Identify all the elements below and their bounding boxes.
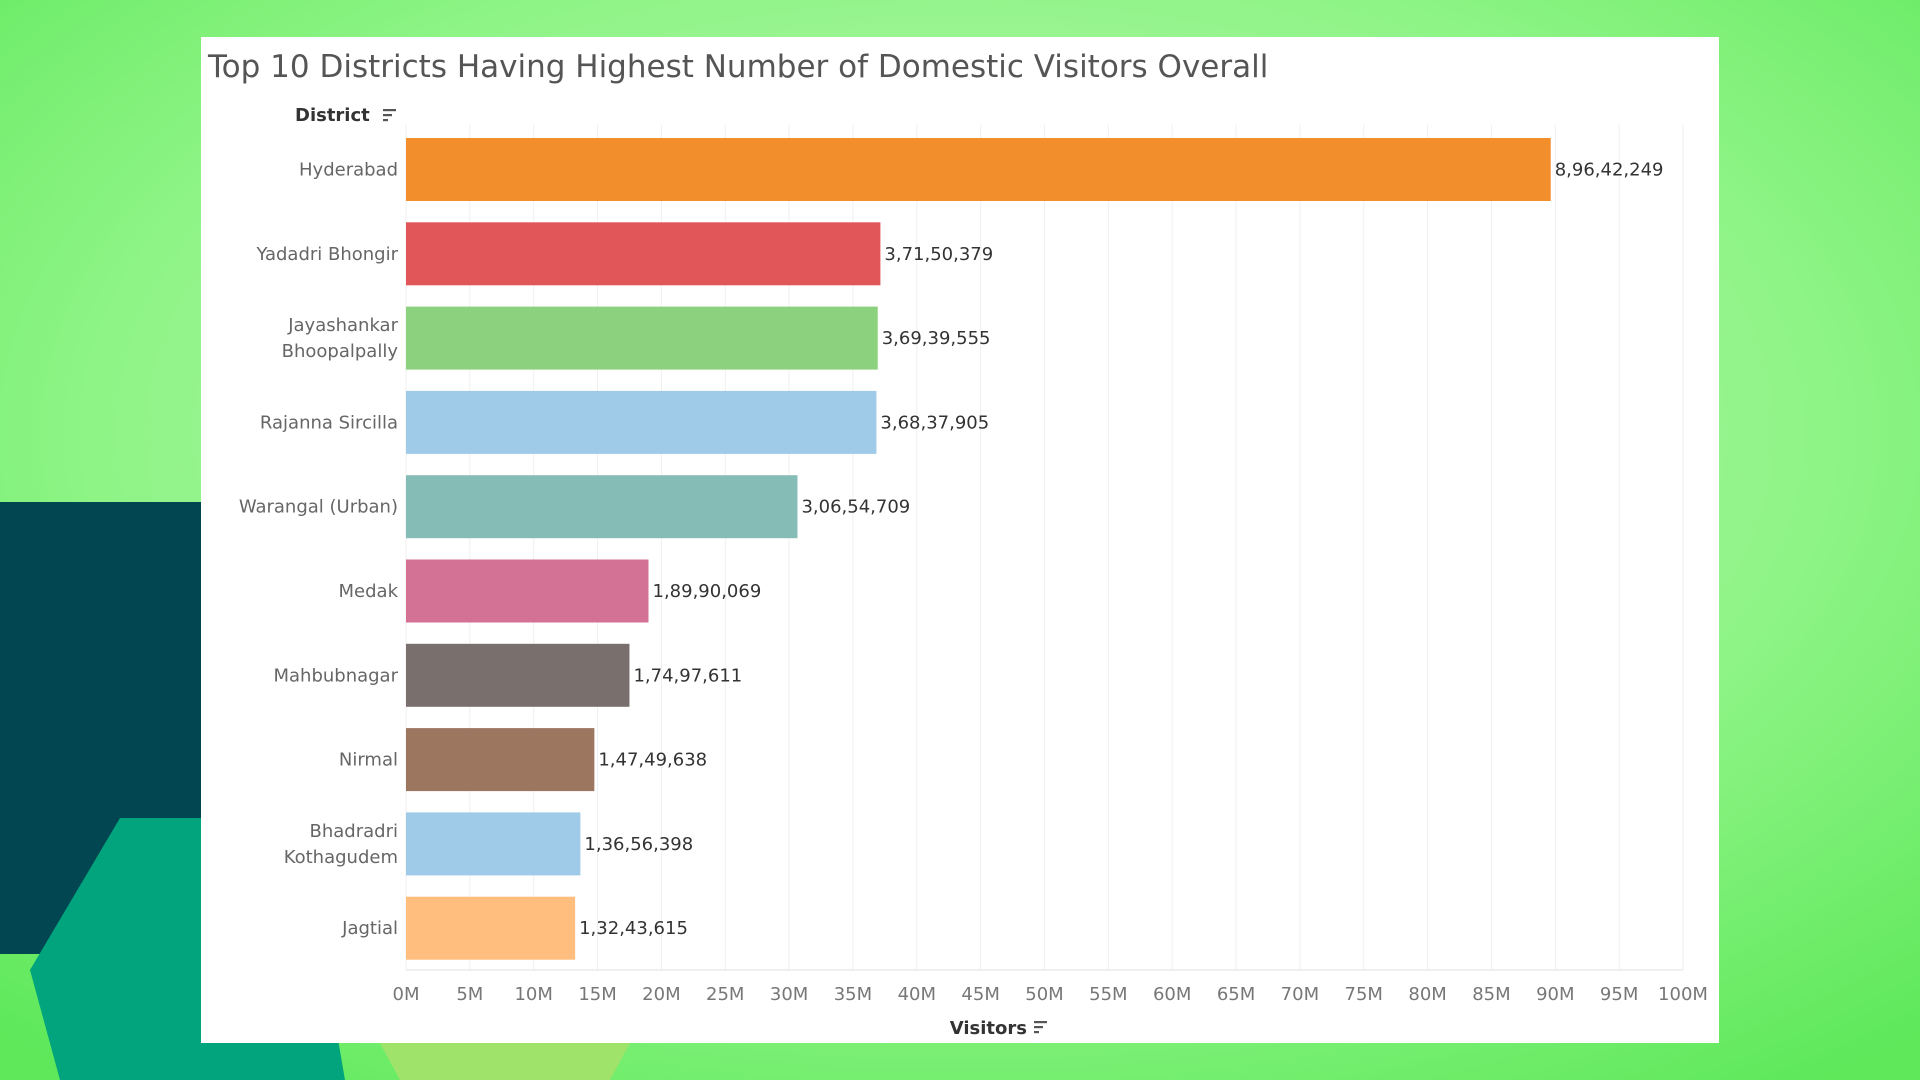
x-tick-label: 100M [1658,984,1708,1005]
bar[interactable] [406,728,595,792]
x-tick-label: 85M [1472,984,1510,1005]
bar[interactable] [406,222,881,286]
x-tick-label: 80M [1408,984,1446,1005]
sort-descending-icon[interactable] [383,109,396,122]
category-label: Jayashankar [287,315,398,336]
chart-card: Top 10 Districts Having Highest Number o… [201,37,1719,1043]
x-tick-label: 0M [393,984,420,1005]
data-label: 8,96,42,249 [1555,160,1664,181]
data-label: 1,36,56,398 [584,834,693,855]
data-label: 1,47,49,638 [598,750,707,771]
x-tick-label: 60M [1153,984,1191,1005]
bars [406,138,1551,960]
x-tick-label: 35M [834,984,872,1005]
x-tick-label: 55M [1089,984,1127,1005]
x-tick-label: 45M [961,984,999,1005]
category-label: Bhadradri [310,821,398,842]
data-label: 1,32,43,615 [579,918,688,939]
x-tick-label: 50M [1025,984,1063,1005]
bar[interactable] [406,306,878,370]
data-labels: 8,96,42,249 3,71,50,379 3,69,39,555 3,68,37… [579,160,1663,940]
axis-titles: District Visitors [295,105,1047,1039]
bar[interactable] [406,138,1551,201]
y-axis-title: District [295,105,370,126]
chart-title: Top 10 Districts Having Highest Number o… [208,49,1269,85]
category-label: Bhoopalpally [282,341,399,362]
data-label: 1,74,97,611 [633,665,742,686]
category-label: Mahbubnagar [273,665,398,686]
category-label: Kothagudem [284,847,398,868]
x-tick-label: 95M [1600,984,1638,1005]
x-tick-label: 70M [1281,984,1319,1005]
x-tick-label: 5M [456,984,483,1005]
bar[interactable] [406,475,798,539]
bar[interactable] [406,643,630,707]
data-label: 3,06,54,709 [801,497,910,518]
category-label: Jagtial [341,918,398,939]
x-axis-title: Visitors [950,1018,1027,1039]
x-tick-label: 10M [514,984,552,1005]
bar-chart: District Visitors Hyderabad Yadadri Bhongi… [239,105,1708,1039]
category-label: Hyderabad [299,160,398,181]
x-tick-label: 25M [706,984,744,1005]
x-tick-label: 65M [1217,984,1255,1005]
x-tick-label: 75M [1345,984,1383,1005]
data-label: 3,69,39,555 [882,328,991,349]
category-labels: Hyderabad Yadadri Bhongir Jayashankar Bhoop… [239,160,399,940]
x-tick-label: 30M [770,984,808,1005]
category-label: Warangal (Urban) [239,497,398,518]
category-label: Medak [339,581,399,602]
data-label: 3,68,37,905 [880,412,989,433]
light-green-shape [380,1043,630,1080]
x-tick-label: 40M [898,984,936,1005]
category-label: Yadadri Bhongir [255,244,398,265]
x-tick-label: 90M [1536,984,1574,1005]
x-axis-ticks: 0M 5M 10M 15M 20M 25M 30M 35M 40M 45M 50M 55M 60M 65M… [393,984,1708,1005]
data-label: 3,71,50,379 [884,244,993,265]
category-label: Rajanna Sircilla [260,412,398,433]
category-label: Nirmal [339,750,398,771]
bar[interactable] [406,896,576,960]
bar[interactable] [406,812,581,876]
x-tick-label: 15M [578,984,616,1005]
bar[interactable] [406,559,649,623]
sort-descending-icon[interactable] [1034,1021,1047,1034]
x-tick-label: 20M [642,984,680,1005]
bar[interactable] [406,390,877,454]
data-label: 1,89,90,069 [653,581,762,602]
